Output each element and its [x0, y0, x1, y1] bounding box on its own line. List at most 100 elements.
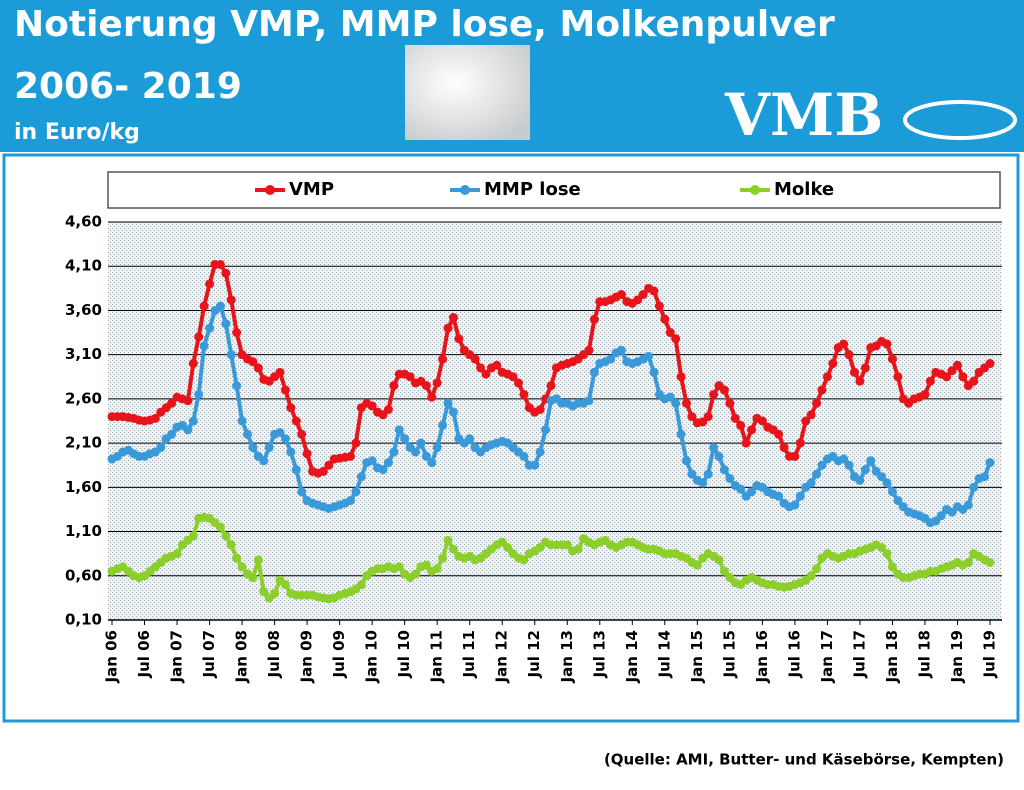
x-tick-label: Jul 07 — [200, 630, 218, 679]
data-point — [215, 522, 225, 532]
data-point — [513, 378, 523, 388]
data-point — [356, 580, 366, 590]
data-point — [665, 328, 675, 338]
data-point — [812, 469, 822, 479]
data-point — [860, 363, 870, 373]
x-tick-label: Jul 19 — [981, 630, 999, 679]
x-tick-label: Jul 08 — [265, 630, 283, 679]
data-point — [882, 549, 892, 559]
data-point — [893, 496, 903, 506]
data-point — [215, 259, 225, 269]
data-point — [345, 451, 355, 461]
data-point — [345, 496, 355, 506]
data-point — [709, 389, 719, 399]
data-point — [985, 558, 995, 568]
data-point — [671, 398, 681, 408]
x-tick-label: Jan 12 — [493, 630, 511, 683]
data-point — [394, 562, 404, 572]
data-point — [205, 323, 215, 333]
data-point — [351, 487, 361, 497]
data-point — [248, 573, 258, 583]
data-point — [432, 378, 442, 388]
data-point — [958, 372, 968, 382]
data-point — [985, 359, 995, 369]
data-point — [253, 363, 263, 373]
data-point — [443, 535, 453, 545]
x-tick-label: Jan 08 — [233, 630, 251, 683]
data-point — [248, 357, 258, 367]
data-point — [237, 416, 247, 426]
data-point — [877, 472, 887, 482]
x-tick-label: Jan 06 — [103, 630, 121, 683]
data-point — [253, 555, 263, 565]
data-point — [156, 443, 166, 453]
data-point — [806, 410, 816, 420]
data-point — [757, 416, 767, 426]
x-tick-label: Jan 14 — [623, 630, 641, 683]
data-point — [969, 482, 979, 492]
data-point — [855, 376, 865, 386]
data-point — [221, 319, 231, 329]
data-point — [232, 553, 242, 563]
data-point — [237, 562, 247, 572]
data-point — [671, 334, 681, 344]
data-point — [730, 413, 740, 423]
data-point — [877, 542, 887, 552]
data-point — [736, 484, 746, 494]
data-point — [828, 359, 838, 369]
x-tick-label: Jul 06 — [135, 630, 153, 679]
data-point — [779, 443, 789, 453]
data-point — [421, 451, 431, 461]
data-point — [405, 372, 415, 382]
data-point — [297, 487, 307, 497]
data-point — [421, 560, 431, 570]
data-point — [351, 438, 361, 448]
data-point — [275, 427, 285, 437]
data-point — [188, 531, 198, 541]
data-point — [649, 367, 659, 377]
x-tick-label: Jan 07 — [168, 630, 186, 683]
data-point — [638, 290, 648, 300]
data-point — [855, 475, 865, 485]
data-point — [421, 381, 431, 391]
x-tick-label: Jan 09 — [298, 630, 316, 683]
product-photo — [405, 45, 530, 140]
y-tick-label: 4,10 — [65, 257, 102, 275]
data-point — [270, 588, 280, 598]
data-point — [589, 314, 599, 324]
data-point — [324, 460, 334, 470]
data-point — [839, 454, 849, 464]
data-point — [286, 447, 296, 457]
data-point — [963, 500, 973, 510]
x-tick-label: Jul 17 — [850, 630, 868, 679]
unit-label: in Euro/kg — [14, 120, 140, 145]
x-tick-label: Jan 18 — [883, 630, 901, 683]
data-point — [188, 416, 198, 426]
data-point — [302, 449, 312, 459]
x-tick-label: Jul 16 — [785, 630, 803, 679]
data-point — [199, 341, 209, 351]
data-point — [654, 301, 664, 311]
data-point — [232, 381, 242, 391]
data-point — [801, 416, 811, 426]
data-point — [839, 339, 849, 349]
data-point — [183, 396, 193, 406]
title-line: 2006- 2019 — [14, 66, 242, 107]
data-point — [448, 544, 458, 554]
data-point — [920, 389, 930, 399]
data-point — [616, 290, 626, 300]
data-point — [725, 473, 735, 483]
y-tick-label: 2,10 — [65, 434, 102, 452]
data-point — [367, 456, 377, 466]
data-point — [172, 549, 182, 559]
data-point — [589, 367, 599, 377]
data-point — [438, 354, 448, 364]
data-point — [584, 396, 594, 406]
data-point — [795, 438, 805, 448]
data-point — [725, 398, 735, 408]
data-point — [259, 587, 269, 597]
data-point — [280, 385, 290, 395]
data-point — [470, 354, 480, 364]
data-point — [194, 389, 204, 399]
